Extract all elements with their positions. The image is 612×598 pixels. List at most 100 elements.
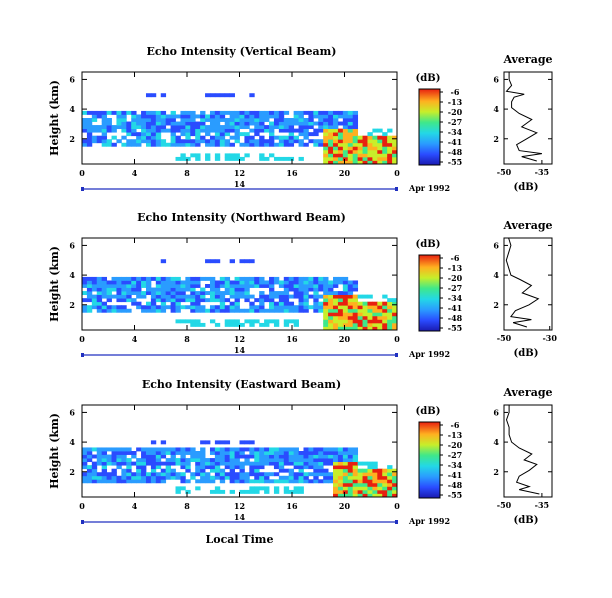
heatmap-cell xyxy=(337,132,344,137)
heatmap-cell xyxy=(303,475,309,480)
heatmap-cell xyxy=(362,308,368,313)
heatmap-cell xyxy=(269,121,275,126)
heatmap-cell xyxy=(180,319,186,324)
heatmap-cell xyxy=(337,139,344,144)
heatmap-cell xyxy=(254,472,260,477)
heatmap-cell xyxy=(303,125,309,130)
heatmap-cell xyxy=(318,284,324,288)
heatmap-cell xyxy=(357,305,363,310)
heatmap-cell xyxy=(259,294,265,299)
heatmap-cell xyxy=(342,135,349,140)
heatmap-cell xyxy=(352,308,359,313)
heatmap-cell xyxy=(264,114,270,119)
heatmap-cell xyxy=(234,319,240,324)
heatmap-cell xyxy=(219,461,226,466)
heatmap-cell xyxy=(249,461,255,466)
heatmap-cell xyxy=(209,276,216,281)
heatmap-cell xyxy=(155,451,162,455)
heatmap-cell xyxy=(86,465,93,470)
heatmap-cell xyxy=(318,472,324,477)
heatmap-cell xyxy=(160,475,167,480)
heatmap-cell xyxy=(333,160,339,165)
heatmap-cell xyxy=(367,301,373,306)
heatmap-cell xyxy=(392,305,398,310)
heatmap-cell xyxy=(229,125,235,130)
heatmap-cell xyxy=(229,472,235,477)
heatmap-cell xyxy=(219,132,226,137)
heatmap-cell xyxy=(175,447,181,452)
heatmap-cell xyxy=(259,475,265,480)
heatmap-cell xyxy=(121,135,127,140)
heatmap-cell xyxy=(155,114,162,119)
heatmap-cell xyxy=(283,291,290,296)
heatmap-cell xyxy=(209,479,216,484)
heatmap-cell xyxy=(131,132,137,137)
heatmap-cell xyxy=(200,287,206,292)
heatmap-cell xyxy=(209,298,216,303)
x-tick-label: 20 xyxy=(339,168,351,178)
heatmap-cell xyxy=(175,280,181,285)
heatmap-cell xyxy=(387,135,393,140)
heatmap-cell xyxy=(367,322,373,327)
heatmap-cell xyxy=(219,305,226,310)
heatmap-cell xyxy=(362,149,368,154)
heatmap-cell xyxy=(160,276,167,281)
x-tick-label: 12 xyxy=(234,334,245,344)
heatmap-cell xyxy=(155,298,162,303)
heatmap-cell xyxy=(283,308,290,313)
heatmap-cell xyxy=(200,465,206,470)
heatmap-cell xyxy=(254,114,260,119)
heatmap-cell xyxy=(244,291,250,296)
heatmap-cell xyxy=(259,479,265,484)
heatmap-cell xyxy=(214,451,221,455)
heatmap-cell xyxy=(136,132,142,137)
heatmap-cell xyxy=(303,298,309,303)
heatmap-cell xyxy=(141,114,147,119)
heatmap-cell xyxy=(180,153,186,158)
heatmap-cell xyxy=(337,301,344,306)
heatmap-cell xyxy=(101,472,108,477)
average-x-tick-label: -50 xyxy=(497,500,512,510)
heatmap-cell xyxy=(219,110,226,115)
heatmap-cell xyxy=(126,451,132,455)
heatmap-cell xyxy=(342,294,349,299)
x-tick-label: 0 xyxy=(79,501,85,511)
heatmap-cell xyxy=(224,451,231,455)
heatmap-cell xyxy=(180,128,186,133)
heatmap-cell xyxy=(328,135,334,140)
heatmap-cell xyxy=(141,291,147,296)
heatmap-cell xyxy=(283,128,290,133)
heatmap-cell xyxy=(367,308,373,313)
heatmap-cell xyxy=(234,291,240,296)
heatmap-cell xyxy=(239,121,245,126)
heatmap-cell xyxy=(337,475,344,480)
heatmap-cell xyxy=(342,280,349,285)
heatmap-cell xyxy=(150,472,157,477)
heatmap-cell xyxy=(342,301,349,306)
heatmap-cell xyxy=(150,458,157,463)
heatmap-cell xyxy=(377,149,383,154)
heatmap-cell xyxy=(372,319,378,324)
y-axis-label: Height (km) xyxy=(48,246,61,322)
heatmap-cell xyxy=(387,298,393,303)
heatmap-cell xyxy=(254,132,260,137)
heatmap-cell xyxy=(392,160,398,165)
heatmap-cell xyxy=(234,121,240,126)
heatmap-cell xyxy=(308,305,314,310)
heatmap-cell xyxy=(347,128,354,133)
heatmap-cell xyxy=(239,132,245,137)
heatmap-cell xyxy=(259,139,265,144)
heatmap-cell xyxy=(362,294,368,299)
heatmap-cell xyxy=(111,276,117,281)
heatmap-cell xyxy=(214,486,221,491)
heatmap-cell xyxy=(209,284,216,288)
heatmap-cell xyxy=(269,284,275,288)
heatmap-cell xyxy=(347,451,354,455)
heatmap-cell xyxy=(298,458,304,463)
heatmap-cell xyxy=(392,322,398,327)
heatmap-cell xyxy=(273,125,280,130)
heatmap-cell xyxy=(347,326,354,331)
heatmap-cell xyxy=(352,284,359,288)
heatmap-cell xyxy=(224,454,231,459)
heatmap-cell xyxy=(264,486,270,491)
